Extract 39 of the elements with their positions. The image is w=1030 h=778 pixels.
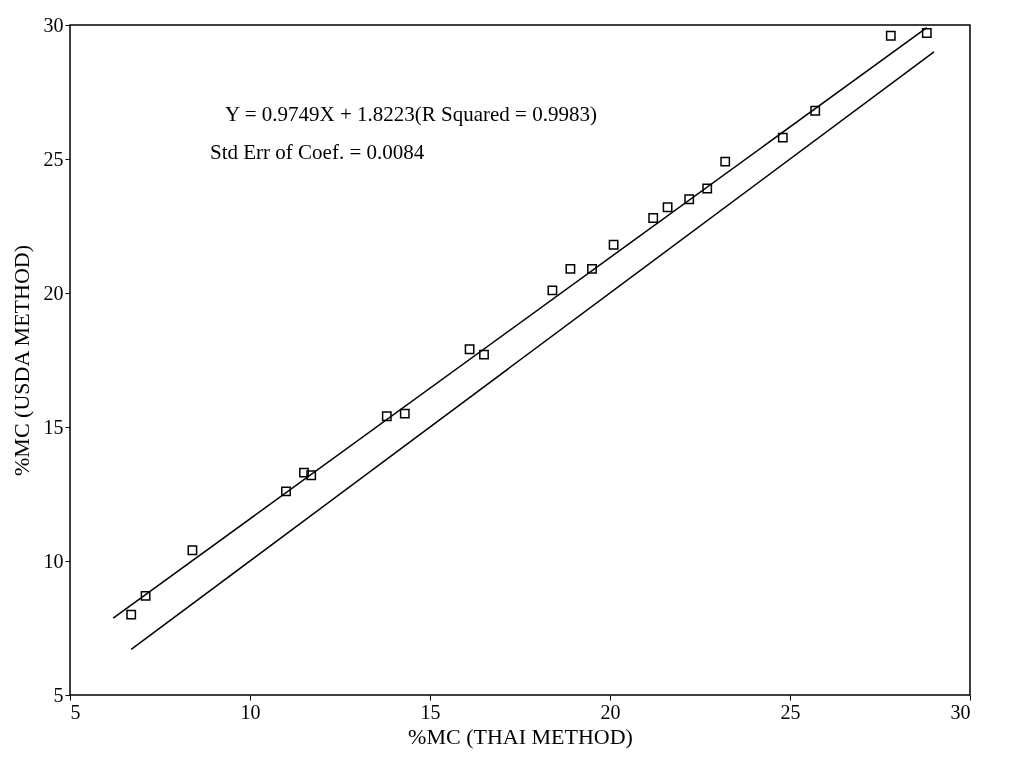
point xyxy=(608,239,619,250)
annotation: Std Err of Coef. = 0.0084 xyxy=(210,140,425,164)
point xyxy=(126,609,137,620)
x-tick-label: 10 xyxy=(240,700,261,723)
x-tick-label: 5 xyxy=(70,700,81,723)
x-tick-label: 15 xyxy=(420,700,441,723)
point xyxy=(140,590,151,601)
point xyxy=(399,408,410,419)
point xyxy=(306,470,317,481)
x-tick-label: 30 xyxy=(950,700,971,723)
point xyxy=(885,30,896,41)
point xyxy=(777,132,788,143)
y-axis-title: %MC (USDA METHOD) xyxy=(8,245,34,476)
y-tick-label: 30 xyxy=(43,13,64,36)
point xyxy=(684,194,695,205)
y-tick-label: 5 xyxy=(53,683,64,706)
point xyxy=(702,183,713,194)
point xyxy=(187,545,198,556)
point xyxy=(921,28,932,38)
point xyxy=(464,344,475,355)
x-tick-label: 20 xyxy=(600,700,621,723)
point xyxy=(281,486,291,497)
point xyxy=(648,213,659,223)
point xyxy=(810,105,821,116)
point xyxy=(299,467,309,478)
point xyxy=(662,202,673,213)
point xyxy=(587,263,597,274)
x-axis-title: %MC (THAI METHOD) xyxy=(408,723,633,749)
y-tick-label: 15 xyxy=(43,415,64,438)
y-tick-label: 10 xyxy=(43,549,64,572)
point xyxy=(720,156,731,167)
point xyxy=(547,285,558,296)
y-tick-label: 25 xyxy=(43,147,64,170)
point xyxy=(381,411,392,422)
point xyxy=(479,349,489,360)
y-tick-label: 20 xyxy=(43,281,64,304)
annotation: Y = 0.9749X + 1.8223(R Squared = 0.9983) xyxy=(225,102,597,126)
point xyxy=(565,263,576,274)
x-tick-label: 25 xyxy=(780,700,801,723)
